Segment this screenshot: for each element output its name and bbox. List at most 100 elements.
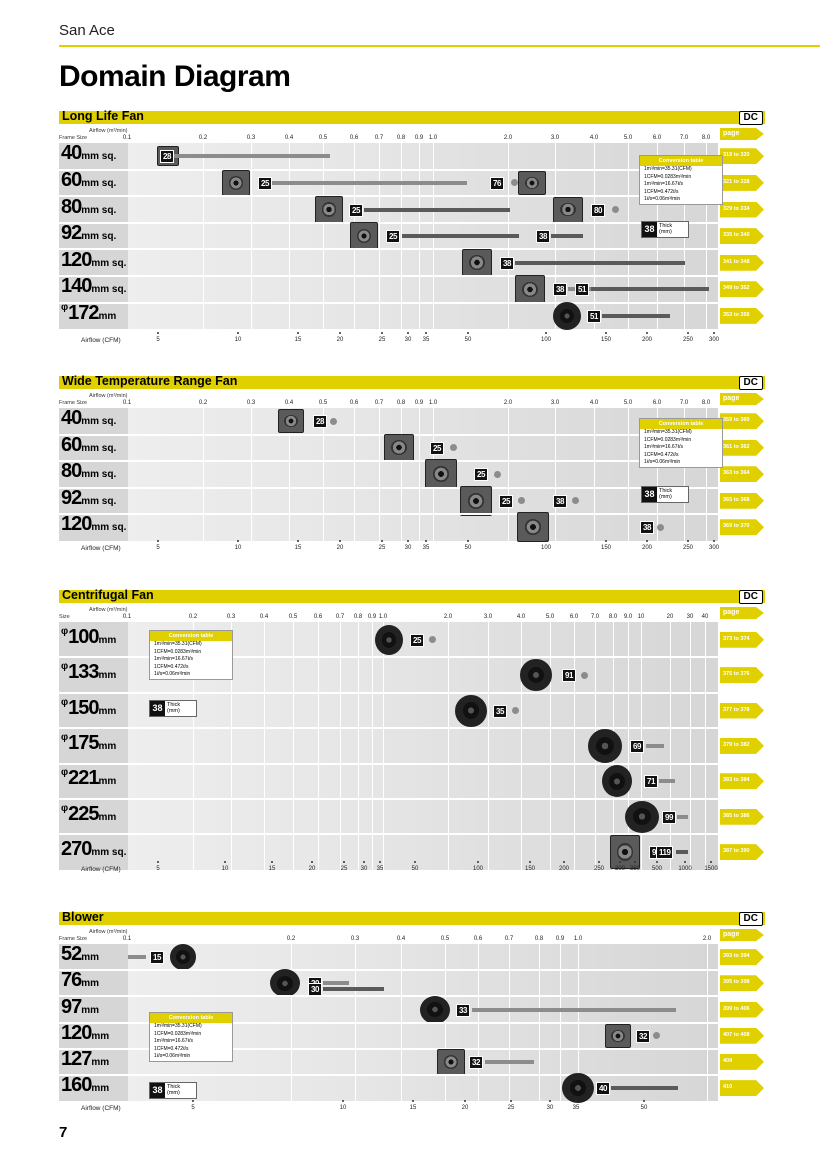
thickness-legend-label: Thick (mm)	[659, 488, 673, 500]
frame-size-unit: mm	[98, 705, 117, 717]
axis-tick-mark	[598, 861, 600, 863]
axis-tick-m3: 5.0	[623, 400, 633, 406]
frame-size-unit: mm sq.	[81, 442, 117, 454]
axis-tick-cfm: 5	[156, 337, 160, 343]
thickness-badge: 28	[160, 150, 174, 164]
page-reference-tab[interactable]: 407 to 408	[720, 1027, 764, 1044]
grid-line	[323, 408, 324, 541]
conversion-line: 1ℓ/s=0.06m³/min	[154, 1053, 191, 1059]
frame-size-row-label: 76mm	[61, 969, 99, 992]
grid-line	[594, 408, 595, 541]
frame-size-number: 133	[68, 661, 99, 684]
fan-product-photo	[625, 800, 659, 833]
thickness-badge: 38	[553, 283, 567, 297]
conversion-line: 1ℓ/s=0.06m³/min	[644, 196, 681, 202]
grid-line	[323, 143, 324, 330]
frame-size-unit: mm	[91, 1083, 110, 1095]
airflow-point	[572, 497, 579, 505]
axis-tick-m3: 0.8	[396, 400, 406, 406]
page-reference-tab[interactable]: 365 to 368	[720, 492, 764, 509]
row-separator	[59, 486, 718, 489]
page-reference-tab[interactable]: 341 to 348	[720, 254, 764, 271]
page-reference-tab[interactable]: 353 to 356	[720, 307, 764, 324]
row-separator	[59, 221, 718, 224]
axis-tick-cfm: 300	[614, 866, 626, 872]
axis-tick-m3: 0.7	[374, 400, 384, 406]
axis-tick-cfm: 30	[360, 866, 368, 872]
page-reference: 407 to 408	[723, 1031, 750, 1038]
grid-line	[594, 143, 595, 330]
airflow-range-bar	[515, 260, 685, 265]
grid-line	[628, 622, 629, 870]
row-separator	[59, 248, 718, 251]
fan-product-photo	[462, 248, 492, 277]
conversion-line: 1m³/min=35.31(CFM)	[644, 429, 692, 435]
page-reference: 375 to 376	[723, 671, 750, 678]
frame-size-row-label: 97mm	[61, 996, 99, 1019]
page-reference-tab[interactable]: 335 to 340	[720, 228, 764, 245]
axis-tick-m3: 3.0	[483, 614, 493, 620]
page-reference-tab[interactable]: 361 to 362	[720, 439, 764, 456]
page-reference-tab[interactable]: 375 to 376	[720, 667, 764, 684]
page-reference-tab[interactable]: 363 to 364	[720, 466, 764, 483]
axis-tick-m3: 4.0	[516, 614, 526, 620]
row-separator	[59, 995, 718, 998]
page-reference-tab[interactable]: 373 to 374	[720, 631, 764, 648]
frame-size-row-label: 80mm sq.	[61, 460, 116, 483]
page-reference-tab[interactable]: 369 to 370	[720, 519, 764, 536]
phi-symbol: φ	[61, 661, 69, 673]
axis-tick-cfm: 15	[294, 545, 302, 551]
page-reference-tab[interactable]: 349 to 352	[720, 281, 764, 298]
page-reference-tab[interactable]: 329 to 334	[720, 201, 764, 218]
page-reference-tab[interactable]: 321 to 328	[720, 174, 764, 191]
thickness-badge: 15	[150, 951, 164, 965]
page-reference-tab[interactable]: 410	[720, 1080, 764, 1097]
fan-product-photo	[315, 195, 343, 224]
thickness-badge: 35	[493, 704, 507, 718]
airflow-cfm-label: Airflow (CFM)	[81, 337, 121, 344]
page-reference-tab[interactable]: 359 to 360	[720, 413, 764, 430]
page-reference-tab[interactable]: 385 to 386	[720, 808, 764, 825]
thickness-legend-badge: 38	[150, 701, 165, 716]
conversion-line: 1CFM=0.472ℓ/s	[644, 188, 679, 195]
axis-tick-mark	[381, 332, 383, 334]
page-reference-tab[interactable]: 379 to 382	[720, 737, 764, 754]
fan-product-photo	[222, 169, 250, 196]
axis-tick-cfm: 150	[600, 545, 612, 551]
row-separator	[59, 727, 718, 730]
page-reference-tab[interactable]: 387 to 390	[720, 844, 764, 861]
row-separator	[59, 969, 718, 972]
axis-tick-cfm: 35	[572, 1105, 580, 1111]
axis-tick-m3: 0.6	[313, 614, 323, 620]
grid-line	[521, 622, 522, 870]
thickness-legend: 38 Thick (mm)	[149, 1082, 197, 1099]
airflow-point	[450, 444, 457, 452]
page-reference-tab[interactable]: 409	[720, 1053, 764, 1070]
page-reference-tab[interactable]: 395 to 398	[720, 975, 764, 992]
airflow-m3-label: Airflow (m³/min)	[89, 929, 128, 935]
row-separator	[59, 275, 718, 277]
page-reference-tab[interactable]: 319 to 320	[720, 148, 764, 165]
airflow-point	[512, 707, 519, 714]
grid-line	[193, 622, 194, 870]
page-reference-tab[interactable]: 383 to 384	[720, 773, 764, 790]
page-reference-tab[interactable]: 377 to 378	[720, 702, 764, 719]
axis-tick-m3: 0.4	[259, 614, 269, 620]
frame-size-unit: mm sq.	[81, 495, 117, 507]
page-reference-tab[interactable]: 399 to 406	[720, 1001, 764, 1018]
axis-tick-m3: 0.7	[504, 936, 514, 942]
airflow-m3-label: Airflow (m³/min)	[89, 128, 128, 134]
page-reference: 319 to 320	[723, 152, 750, 159]
grid-line	[318, 622, 319, 870]
frame-size-row-label: φ225mm	[61, 803, 116, 826]
conversion-line: 1CFM=0.0283m³/min	[154, 648, 202, 655]
frame-size-row-label: 120mm sq.	[61, 249, 126, 272]
frame-size-row-label: 92mm sq.	[61, 222, 116, 245]
airflow-cfm-label: Airflow (CFM)	[81, 866, 121, 873]
frame-size-unit: mm sq.	[81, 151, 117, 163]
axis-tick-m3: 0.4	[396, 936, 406, 942]
conversion-line: 1m³/min=35.31(CFM)	[154, 1023, 202, 1029]
axis-tick-m3: 3.0	[550, 400, 560, 406]
page-reference-tab[interactable]: 393 to 394	[720, 949, 764, 966]
grid-line	[203, 143, 204, 330]
